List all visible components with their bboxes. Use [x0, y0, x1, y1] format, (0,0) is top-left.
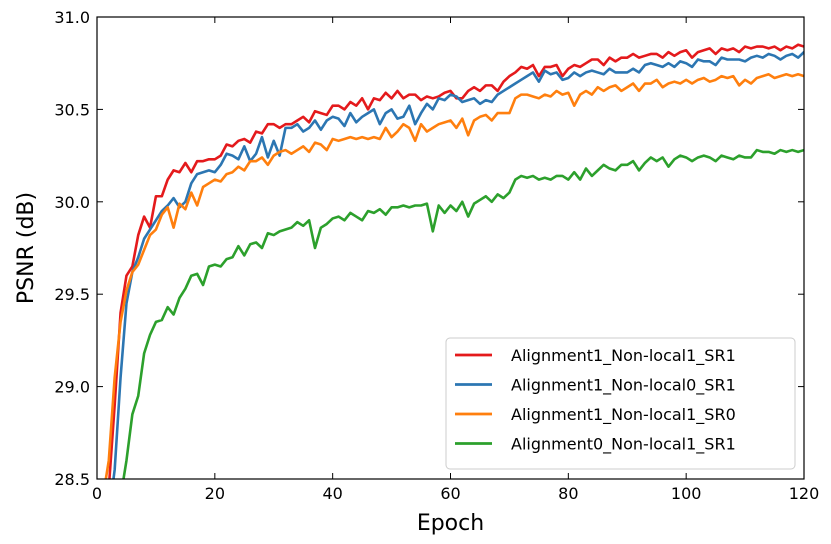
x-tick-label: 80	[558, 484, 578, 503]
legend-label-4: Alignment0_Non-local1_SR1	[511, 435, 736, 455]
x-tick-label: 100	[671, 484, 702, 503]
x-tick-label: 20	[205, 484, 225, 503]
legend-label-2: Alignment1_Non-local0_SR1	[511, 376, 736, 396]
y-tick-label: 31.0	[54, 8, 90, 27]
series-layer	[104, 43, 804, 479]
y-tick-label: 28.5	[54, 470, 90, 489]
legend: Alignment1_Non-local1_SR1 Alignment1_Non-…	[445, 337, 796, 470]
series-line-2	[112, 50, 804, 479]
series-line-4	[122, 148, 804, 479]
y-axis-label: PSNR (dB)	[14, 192, 39, 304]
x-tick-label: 120	[789, 484, 820, 503]
x-axis-label: Epoch	[417, 511, 484, 536]
legend-label-1: Alignment1_Non-local1_SR1	[511, 346, 736, 366]
y-tick-label: 29.0	[54, 378, 90, 397]
x-tick-label: 60	[440, 484, 460, 503]
y-axis: 28.5 29.0 29.5 30.0 30.5 31.0	[54, 8, 804, 489]
legend-label-3: Alignment1_Non-local1_SR0	[511, 405, 736, 425]
y-tick-label: 30.5	[54, 100, 90, 119]
legend-box	[445, 337, 796, 470]
y-tick-label: 29.5	[54, 285, 90, 304]
series-line-3	[104, 72, 804, 479]
y-tick-label: 30.0	[54, 193, 90, 212]
x-tick-label: 40	[322, 484, 342, 503]
x-tick-label: 0	[92, 484, 102, 503]
x-axis: 0 20 40 60 80 100 120	[92, 17, 819, 503]
